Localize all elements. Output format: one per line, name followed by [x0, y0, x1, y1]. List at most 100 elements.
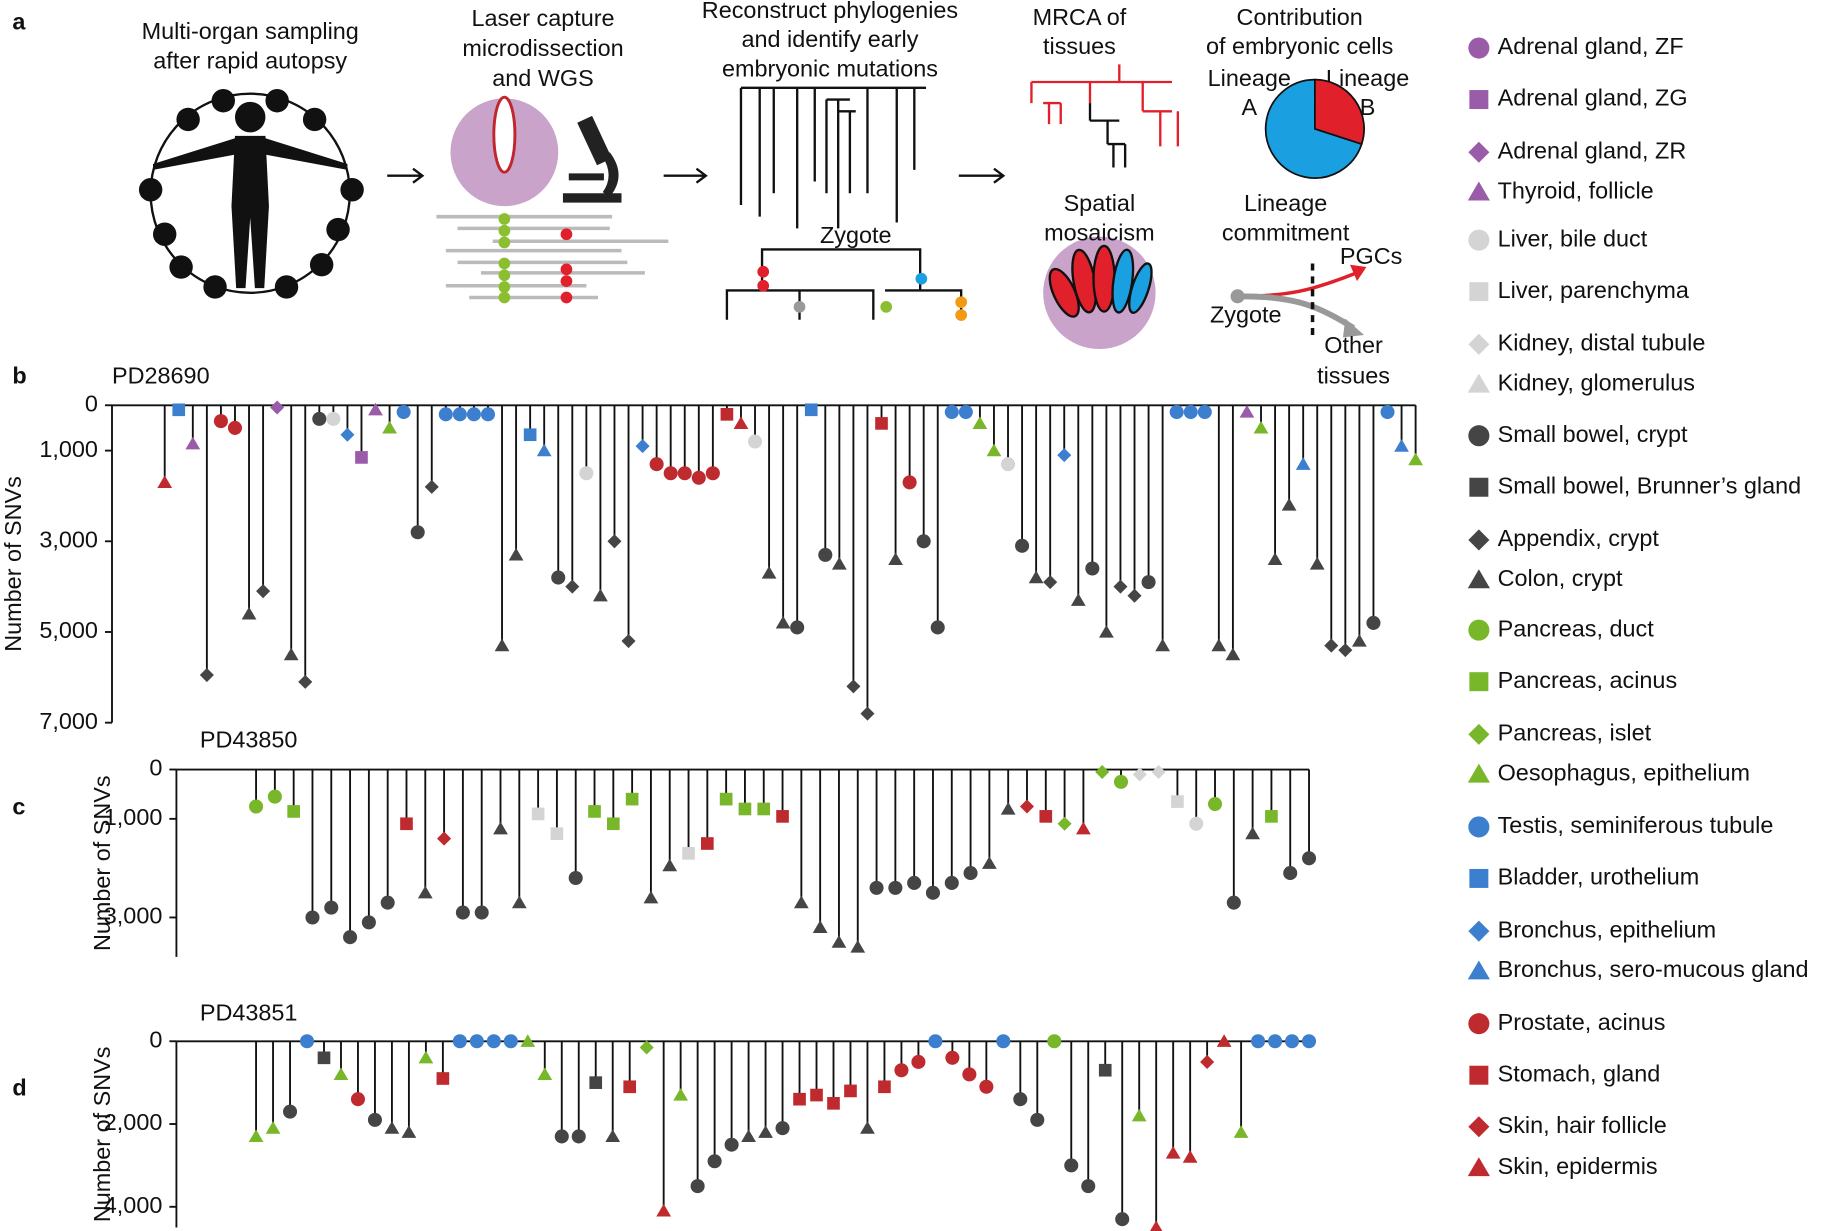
marker [673, 1088, 689, 1101]
marker [265, 1121, 281, 1134]
label: Small bowel, crypt [1498, 421, 1688, 447]
marker [690, 1179, 705, 1194]
label: 1,000 [39, 436, 98, 462]
marker [1019, 799, 1035, 814]
label: Appendix, crypt [1498, 525, 1660, 551]
marker [605, 1129, 621, 1143]
marker [1131, 1108, 1147, 1122]
marker [878, 1080, 891, 1094]
marker [1467, 1157, 1490, 1177]
marker [894, 1063, 909, 1078]
marker [588, 805, 601, 818]
label: Thyroid, follicle [1498, 177, 1654, 203]
marker [287, 805, 300, 818]
marker [536, 443, 552, 457]
label: d [12, 1074, 26, 1100]
label: Bronchus, sero-mucous gland [1498, 956, 1809, 982]
label: 0 [149, 755, 162, 781]
marker [1030, 1112, 1045, 1127]
marker [1468, 37, 1490, 59]
marker [944, 405, 959, 420]
label: PD43851 [200, 1000, 298, 1026]
label: Oesophagus, epithelium [1498, 759, 1750, 785]
marker [1207, 797, 1223, 812]
label: tissues [1317, 362, 1390, 388]
marker [986, 443, 1002, 457]
label: mosaicism [1044, 219, 1155, 245]
label: 7,000 [39, 708, 98, 734]
marker [1028, 570, 1044, 584]
marker [1281, 497, 1297, 511]
marker [1233, 1125, 1249, 1138]
marker [593, 588, 608, 602]
marker [396, 405, 411, 420]
marker [1267, 552, 1283, 566]
marker [793, 1092, 806, 1106]
marker [1095, 764, 1110, 780]
marker [1113, 774, 1129, 789]
marker [656, 1203, 672, 1217]
marker [298, 674, 313, 689]
marker [324, 900, 339, 915]
mrca-black [1088, 103, 1127, 168]
label: and identify early [742, 26, 919, 52]
marker [1469, 868, 1489, 888]
marker [916, 534, 931, 549]
marker [635, 439, 650, 454]
label: Zygote [820, 222, 892, 248]
marker [1380, 405, 1395, 420]
reads [436, 214, 669, 300]
arrows [387, 167, 1006, 184]
label: and WGS [492, 65, 593, 91]
marker [1309, 556, 1325, 570]
marker [355, 451, 368, 464]
reads-variant-a [498, 213, 511, 304]
marker [1225, 647, 1241, 661]
early-mutations [757, 265, 968, 321]
marker [1064, 1158, 1079, 1173]
marker [888, 880, 903, 895]
marker [831, 556, 847, 570]
marker [761, 566, 777, 579]
marker [410, 525, 425, 540]
label: 3,000 [39, 526, 98, 552]
label: Lineage [1208, 65, 1291, 91]
label: MRCA of [1033, 4, 1127, 30]
marker [1324, 638, 1339, 653]
marker [1039, 810, 1053, 823]
marker [1265, 810, 1278, 823]
marker [1468, 723, 1490, 745]
marker [911, 1054, 926, 1069]
label: 1,000 [104, 804, 163, 830]
marker [846, 679, 861, 694]
label: Zygote [1210, 301, 1282, 327]
label: of embryonic cells [1206, 33, 1393, 59]
label: Kidney, glomerulus [1498, 369, 1695, 395]
marker [401, 1125, 417, 1138]
marker [1469, 282, 1489, 302]
marker [1302, 1034, 1317, 1049]
marker [1469, 477, 1489, 497]
marker [860, 1121, 875, 1134]
marker [1468, 920, 1490, 942]
label: Kidney, distal tubule [1498, 330, 1706, 356]
marker [1169, 405, 1184, 420]
marker [317, 1051, 331, 1065]
marker [157, 475, 173, 488]
marker [531, 807, 545, 821]
marker [850, 940, 866, 953]
marker [758, 1125, 773, 1138]
marker [1127, 588, 1142, 603]
marker [1468, 333, 1490, 355]
marker [844, 1084, 857, 1098]
marker [812, 920, 828, 933]
label: Small bowel, Brunner’s gland [1498, 472, 1802, 498]
marker [333, 1067, 349, 1080]
marker [1013, 1092, 1028, 1107]
label: Adrenal gland, ZG [1498, 85, 1688, 111]
marker [1352, 634, 1367, 647]
label: B [1360, 94, 1376, 120]
marker [607, 534, 622, 549]
marker [1189, 816, 1204, 831]
